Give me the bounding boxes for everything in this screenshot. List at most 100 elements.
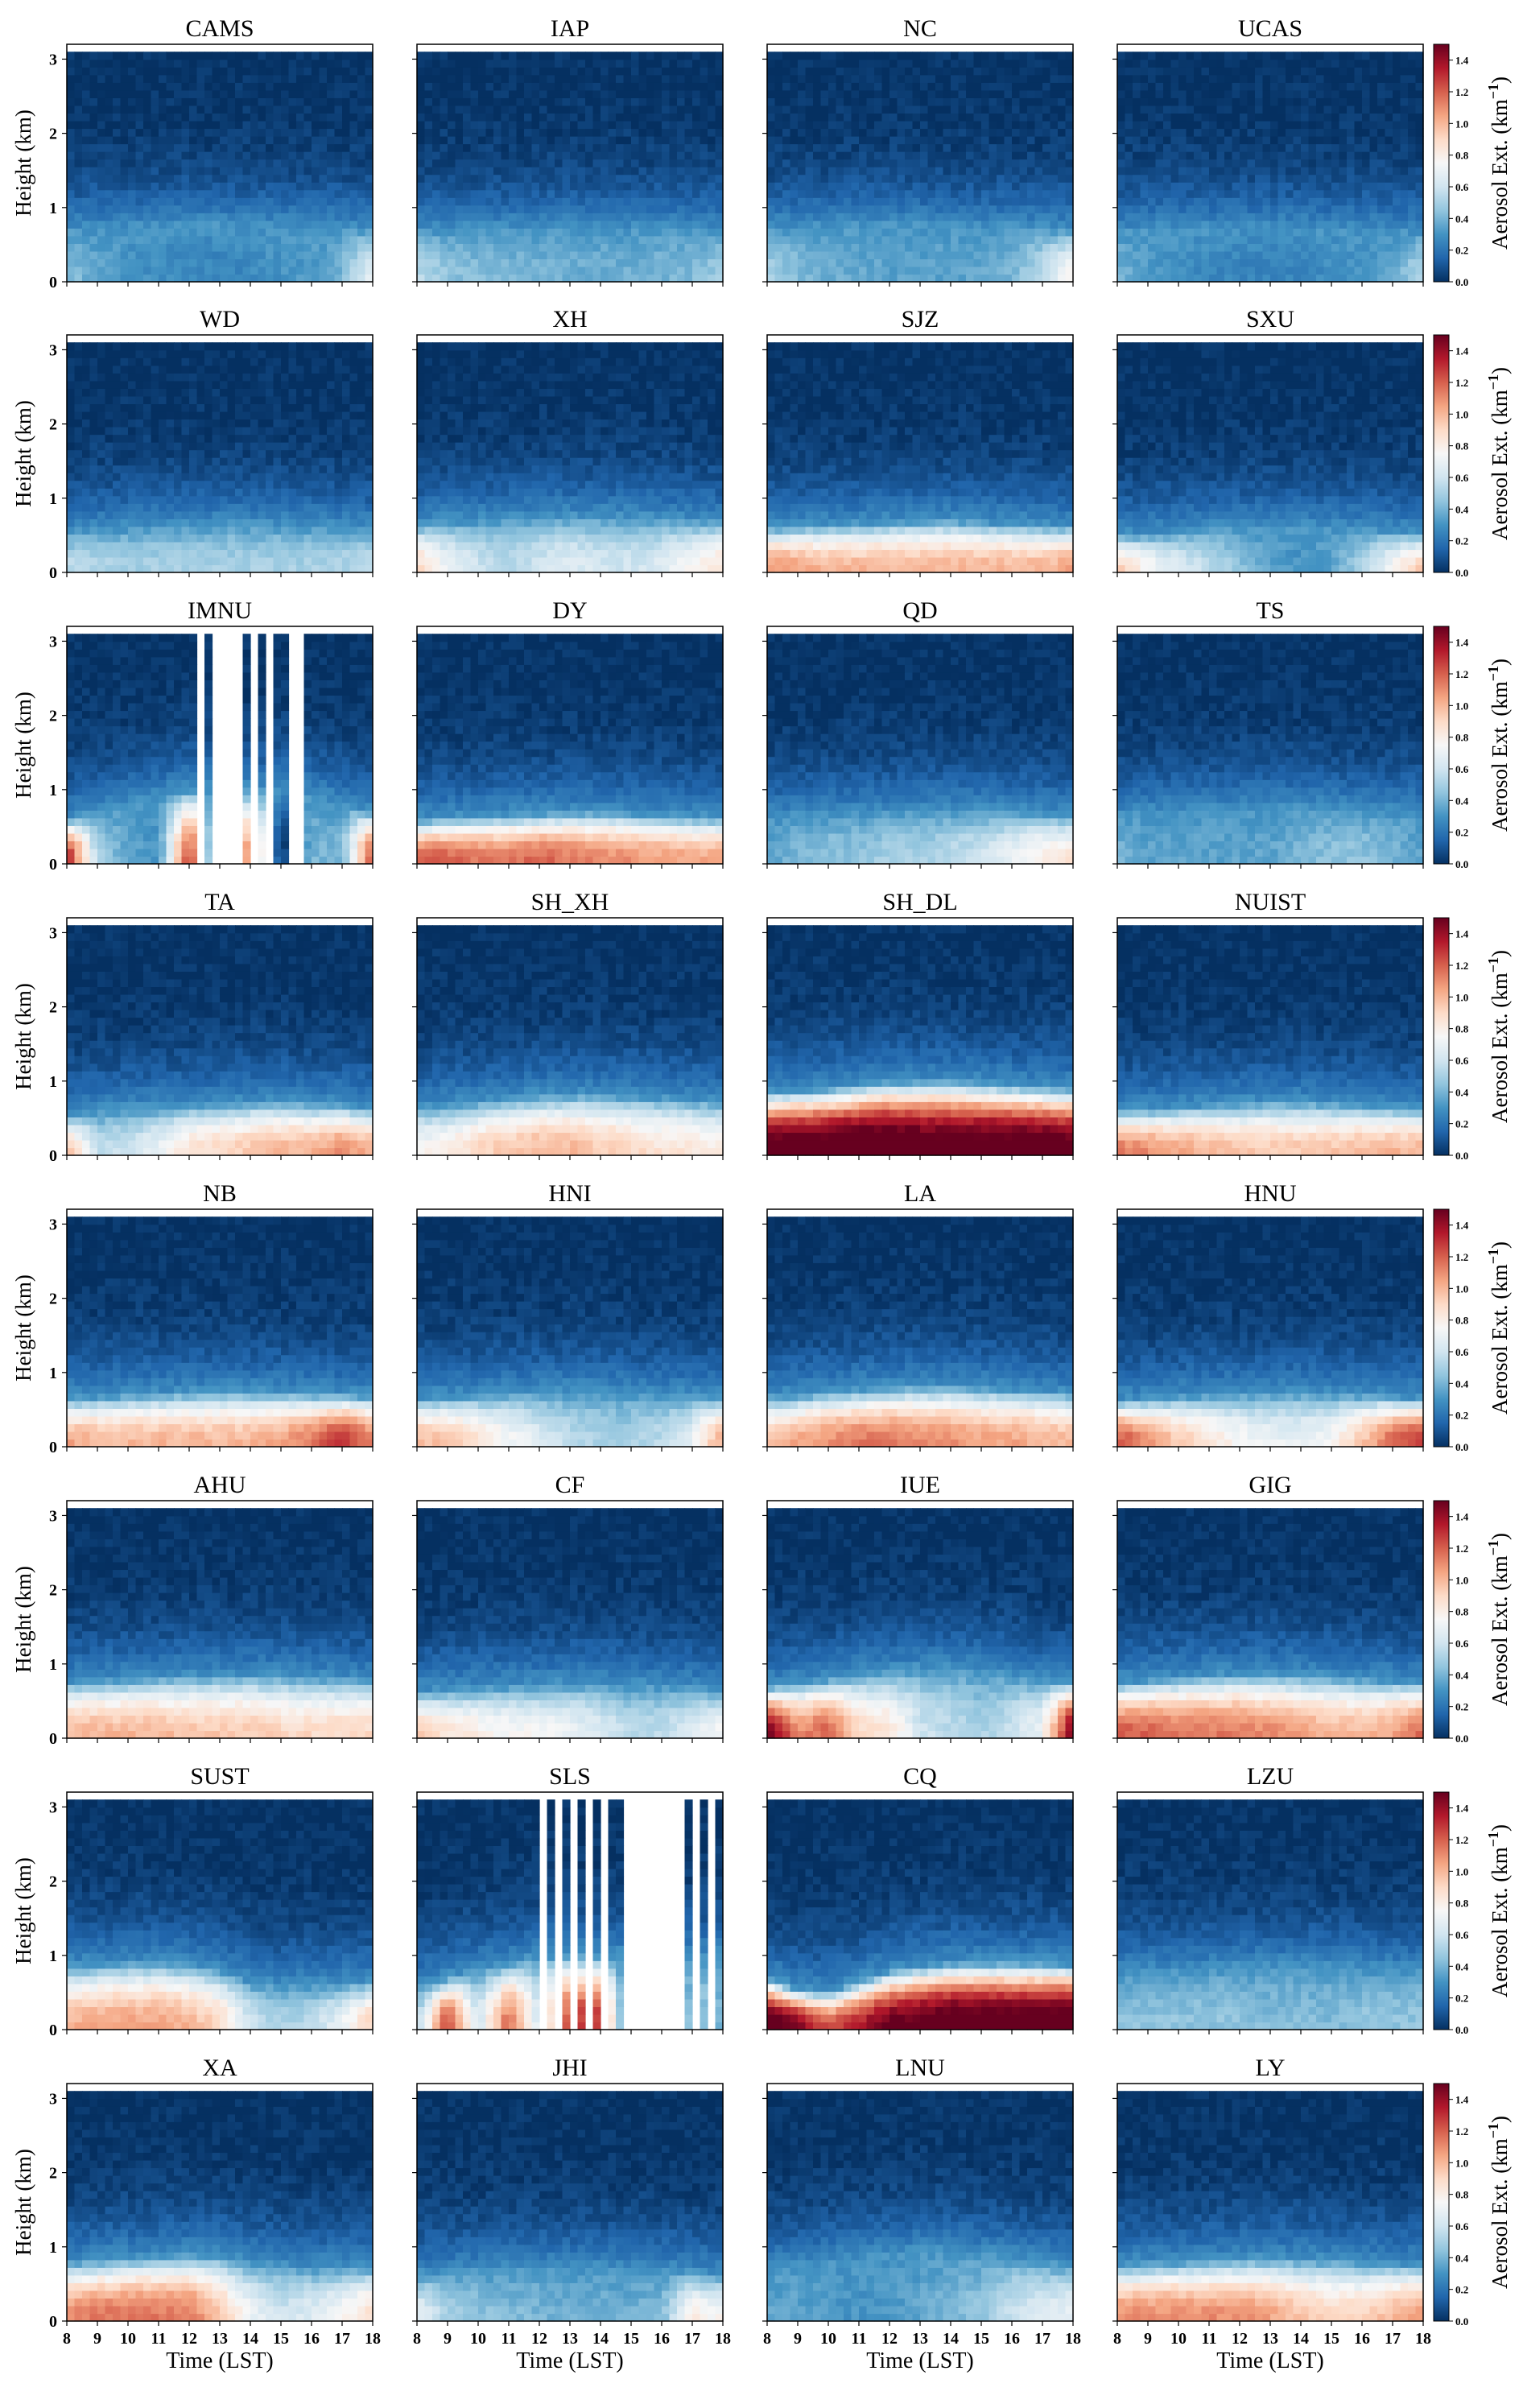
heatmap-cell (204, 75, 213, 83)
heatmap-cell (700, 236, 708, 244)
heatmap-cell (281, 90, 289, 98)
heatmap-cell (75, 128, 83, 136)
heatmap-cell (700, 144, 708, 152)
heatmap-cell (342, 205, 350, 213)
heatmap-cell (128, 213, 136, 221)
heatmap-cell (105, 182, 114, 190)
heatmap-cell (113, 75, 121, 83)
heatmap-cell (775, 236, 783, 244)
heatmap-cell (790, 121, 799, 129)
heatmap-cell (365, 52, 374, 60)
heatmap-cell (97, 90, 105, 98)
heatmap-cell (167, 266, 175, 275)
heatmap-cell (782, 121, 790, 129)
heatmap-cell (250, 75, 258, 83)
heatmap-cell (320, 60, 328, 68)
heatmap-cell (517, 190, 525, 198)
heatmap-cell (593, 197, 601, 205)
heatmap-cell (274, 121, 282, 129)
heatmap-cell (616, 52, 624, 60)
heatmap-cell (182, 60, 190, 68)
heatmap-cell (509, 175, 517, 183)
heatmap-cell (821, 144, 829, 152)
heatmap-cell (143, 136, 151, 144)
heatmap-cell (532, 144, 540, 152)
heatmap-cell (82, 144, 90, 152)
heatmap-cell (82, 213, 90, 221)
heatmap-cell (213, 190, 221, 198)
heatmap-cell (417, 221, 425, 229)
heatmap-cell (836, 144, 844, 152)
heatmap-cell (136, 67, 144, 75)
heatmap-cell (243, 205, 251, 213)
heatmap-cell (532, 197, 540, 205)
heatmap-cell (425, 221, 433, 229)
heatmap-cell (471, 221, 479, 229)
heatmap-cell (555, 144, 563, 152)
heatmap-cell (654, 60, 662, 68)
heatmap-cell (624, 205, 632, 213)
heatmap-cell (631, 67, 639, 75)
heatmap-cell (243, 197, 251, 205)
heatmap-cell (509, 228, 517, 236)
heatmap-cell (662, 105, 670, 114)
heatmap-cell (335, 197, 343, 205)
heatmap-cell (670, 258, 678, 266)
heatmap-cell (365, 213, 374, 221)
heatmap-cell (486, 67, 494, 75)
heatmap-cell (174, 159, 182, 167)
heatmap-cell (197, 113, 205, 121)
heatmap-cell (463, 136, 471, 144)
heatmap-cell (685, 274, 693, 282)
heatmap-cell (266, 136, 274, 144)
heatmap-cell (509, 197, 517, 205)
heatmap-cell (616, 60, 624, 68)
heatmap-cell (593, 213, 601, 221)
heatmap-cell (121, 144, 129, 152)
heatmap-cell (517, 213, 525, 221)
heatmap-cell (357, 213, 365, 221)
heatmap-cell (670, 205, 678, 213)
heatmap-cell (174, 228, 182, 236)
heatmap-cell (463, 175, 471, 183)
heatmap-cell (624, 175, 632, 183)
heatmap-cell (448, 197, 456, 205)
heatmap-cell (197, 243, 205, 251)
heatmap-cell (570, 67, 578, 75)
heatmap-cell (335, 90, 343, 98)
heatmap-cell (654, 182, 662, 190)
heatmap-cell (532, 182, 540, 190)
heatmap-cell (677, 128, 685, 136)
heatmap-cell (281, 151, 289, 159)
heatmap-cell (493, 75, 501, 83)
heatmap-cell (798, 113, 806, 121)
heatmap-cell (204, 266, 213, 275)
heatmap-cell (616, 251, 624, 259)
heatmap-cell (806, 52, 814, 60)
heatmap-cell (662, 197, 670, 205)
heatmap-cell (646, 90, 654, 98)
heatmap-cell (782, 228, 790, 236)
heatmap-cell (578, 90, 586, 98)
heatmap-cell (501, 236, 510, 244)
heatmap-cell (258, 221, 266, 229)
heatmap-cell (159, 90, 167, 98)
heatmap-cell (601, 274, 609, 282)
heatmap-cell (296, 266, 304, 275)
heatmap-cell (335, 251, 343, 259)
heatmap-cell (585, 82, 593, 90)
heatmap-cell (609, 197, 617, 205)
heatmap-cell (532, 67, 540, 75)
heatmap-cell (250, 159, 258, 167)
heatmap-cell (836, 190, 844, 198)
heatmap-cell (440, 144, 448, 152)
heatmap-cell (547, 190, 555, 198)
heatmap-cell (547, 144, 555, 152)
heatmap-cell (813, 236, 821, 244)
heatmap-cell (235, 82, 243, 90)
heatmap-cell (509, 205, 517, 213)
heatmap-cell (775, 60, 783, 68)
heatmap-cell (493, 52, 501, 60)
heatmap-cell (213, 182, 221, 190)
heatmap-cell (570, 75, 578, 83)
